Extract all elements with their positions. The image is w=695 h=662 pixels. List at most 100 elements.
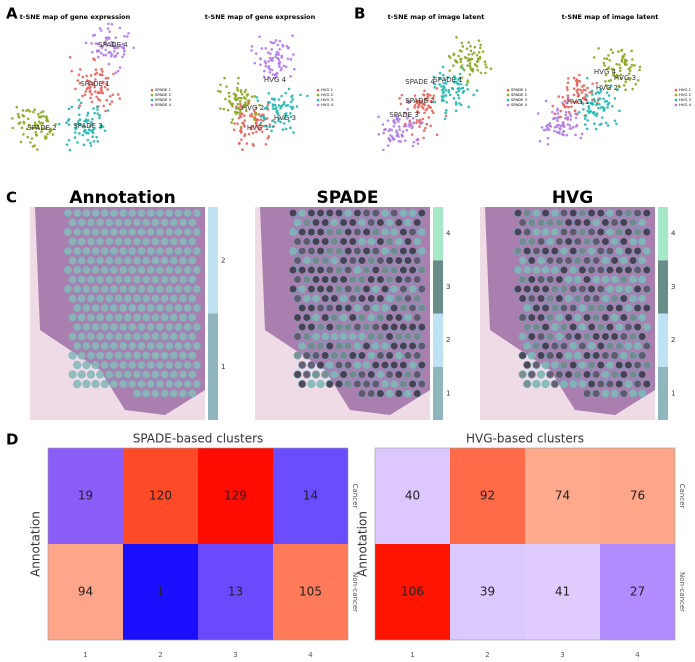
spot <box>344 228 352 236</box>
spot <box>377 390 385 398</box>
spot <box>73 228 81 236</box>
tsne-point <box>553 130 556 133</box>
colorbar-segment <box>433 207 443 260</box>
tsne-point <box>113 55 116 58</box>
spot <box>395 390 403 398</box>
spot <box>611 390 619 398</box>
tsne-point <box>246 142 249 145</box>
tsne-point <box>603 57 606 60</box>
tsne-point <box>415 121 418 124</box>
tsne-point <box>31 137 34 140</box>
spot <box>592 219 600 227</box>
tsne-point <box>562 130 565 133</box>
spot <box>597 361 605 369</box>
tsne-point <box>460 60 463 63</box>
spot <box>193 266 201 274</box>
tsne-point <box>70 70 73 73</box>
legend-swatch <box>151 94 154 97</box>
spot <box>592 276 600 284</box>
tsne-point <box>240 89 243 92</box>
spot <box>400 323 408 331</box>
spot <box>634 342 642 350</box>
cell-value: 1 <box>157 585 165 599</box>
spot <box>317 380 325 388</box>
tsne-point <box>282 45 285 48</box>
tsne-point <box>83 130 86 133</box>
x-tick-label: 4 <box>635 651 640 659</box>
spot <box>542 285 550 293</box>
colorbar-label: 1 <box>221 363 225 371</box>
spot <box>349 276 357 284</box>
spot <box>179 352 187 360</box>
spot <box>363 209 371 217</box>
spot <box>533 285 541 293</box>
spot <box>175 285 183 293</box>
spot <box>611 257 619 265</box>
spot <box>179 390 187 398</box>
spot <box>354 209 362 217</box>
spot <box>331 333 339 341</box>
tsne-point <box>413 106 416 109</box>
spot <box>142 257 150 265</box>
spot <box>542 342 550 350</box>
spot <box>326 304 334 312</box>
tsne-point <box>94 90 97 93</box>
spot <box>78 371 86 379</box>
spot <box>556 295 564 303</box>
cell-value: 13 <box>228 585 243 599</box>
spot <box>335 247 343 255</box>
tsne-point <box>285 65 288 68</box>
colorbar-label: 2 <box>221 256 225 264</box>
spot <box>326 323 334 331</box>
tsne-point <box>47 120 50 123</box>
tsne-point <box>597 47 600 50</box>
tsne-point <box>436 134 439 137</box>
tsne-point <box>597 99 600 102</box>
tsne-point <box>79 118 82 121</box>
spot <box>101 304 109 312</box>
spot <box>602 276 610 284</box>
tsne-point <box>593 122 596 125</box>
spot <box>193 361 201 369</box>
spot <box>73 247 81 255</box>
spot <box>560 380 568 388</box>
cluster-label: SPADE 2 <box>405 97 435 105</box>
tsne-point <box>543 129 546 132</box>
spot <box>175 266 183 274</box>
tsne-point <box>584 89 587 92</box>
spot <box>372 266 380 274</box>
spot <box>377 295 385 303</box>
spot <box>193 247 201 255</box>
spot <box>106 238 114 246</box>
tsne-point <box>391 136 394 139</box>
spot <box>308 228 316 236</box>
spot <box>583 314 591 322</box>
tsne-point <box>476 89 479 92</box>
spot <box>170 257 178 265</box>
tsne-point <box>83 144 86 147</box>
tsne-point <box>621 55 624 58</box>
tsne-point <box>268 68 271 71</box>
spot <box>142 314 150 322</box>
spot <box>528 352 536 360</box>
spot <box>289 266 297 274</box>
tsne-point <box>417 142 420 145</box>
tsne-point <box>564 114 567 117</box>
spot <box>579 323 587 331</box>
spot <box>358 295 366 303</box>
spot <box>377 276 385 284</box>
spot <box>331 352 339 360</box>
cell-value: 27 <box>630 585 645 599</box>
spot <box>106 333 114 341</box>
spot <box>643 342 651 350</box>
spot <box>629 238 637 246</box>
tsne-point <box>397 135 400 138</box>
spot <box>69 352 77 360</box>
spot <box>546 352 554 360</box>
spot <box>377 238 385 246</box>
spot <box>606 361 614 369</box>
tsne-point <box>111 53 114 56</box>
tsne-point <box>590 102 593 105</box>
spot <box>161 371 169 379</box>
tsne-point <box>96 112 99 115</box>
